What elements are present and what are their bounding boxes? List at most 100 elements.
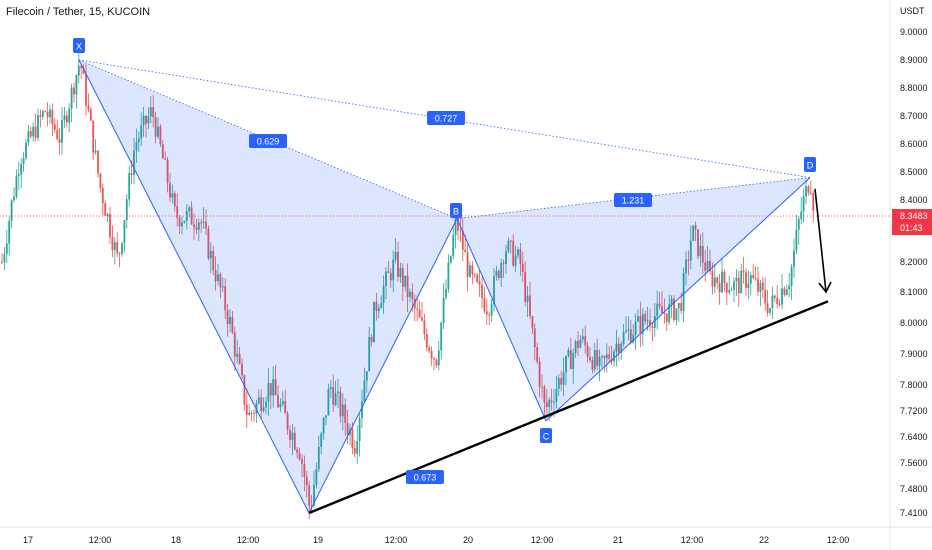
time-tick-label: 12:00	[237, 535, 260, 545]
candle-body	[358, 417, 361, 442]
candle-body	[483, 297, 486, 312]
time-tick-label: 12:00	[89, 535, 112, 545]
projection-arrow[interactable]	[814, 188, 827, 293]
price-tick-label: 8.5000	[900, 167, 928, 177]
candle-body	[409, 291, 411, 297]
ratio-label-trend[interactable]: 0.673	[406, 470, 444, 484]
candle-body	[459, 230, 462, 232]
candle-body	[639, 316, 642, 334]
candle-body	[32, 126, 35, 137]
candle-body	[353, 448, 356, 454]
candle-body	[365, 371, 368, 381]
candle-body	[466, 252, 469, 277]
pattern-leg[interactable]	[545, 177, 811, 422]
candle-body	[166, 159, 169, 184]
candle-body	[452, 235, 455, 257]
candle-body	[807, 186, 810, 193]
point-label-d[interactable]: D	[804, 157, 816, 172]
candle-body	[584, 336, 587, 346]
candle-body	[253, 413, 255, 415]
candle-body	[75, 75, 78, 95]
pattern-leg[interactable]	[308, 218, 458, 514]
candle-body	[104, 203, 107, 216]
candle-body	[29, 131, 32, 137]
point-label-c[interactable]: C	[540, 428, 552, 443]
point-label-b[interactable]: B	[450, 203, 462, 218]
candle-body	[140, 125, 143, 139]
candle-body	[8, 220, 11, 244]
harmonic-pattern[interactable]	[78, 59, 811, 514]
candle-body	[766, 303, 769, 313]
candle-body	[49, 109, 51, 118]
pattern-triangle-bcd	[457, 177, 810, 421]
candle-body	[97, 150, 99, 174]
chart-title: Filecoin / Tether, 15, KUCOIN	[6, 6, 151, 18]
candle-body	[733, 281, 735, 290]
candle-body	[411, 291, 414, 300]
price-tick-label: 8.8000	[900, 83, 928, 93]
price-tick-label: 7.4100	[900, 508, 928, 518]
candle-body	[519, 249, 522, 265]
candle-body	[620, 343, 623, 353]
candle-body	[447, 262, 450, 289]
candle-body	[293, 432, 296, 450]
price-tick-label: 8.9000	[900, 55, 928, 65]
candle-body	[377, 308, 380, 312]
ratio-label-xb[interactable]: 0.629	[249, 134, 287, 148]
candle-body	[205, 221, 207, 229]
candle-body	[5, 243, 8, 254]
candle-body	[159, 126, 162, 145]
candle-body	[178, 217, 181, 227]
current-price-tag[interactable]	[892, 209, 932, 236]
pattern-leg[interactable]	[78, 59, 310, 514]
candle-body	[202, 221, 205, 224]
ratio-label-xd-text: 0.727	[435, 114, 458, 124]
candle-body	[531, 316, 534, 329]
point-label-x[interactable]: X	[73, 38, 85, 53]
candle-body	[154, 117, 157, 137]
candle-body	[329, 386, 332, 390]
candle-body	[603, 356, 606, 359]
candle-body	[541, 386, 543, 388]
candle-body	[53, 124, 56, 130]
candle-body	[529, 295, 531, 317]
candle-body	[404, 275, 407, 287]
ratio-label-xb-text: 0.629	[257, 137, 280, 147]
candle-body	[473, 274, 476, 276]
time-axis[interactable]: 17 12:00 18 12:00 19 12:00 20 12:00 21 12:00 22 12:…	[23, 535, 849, 545]
price-axis[interactable]: 9.0000 8.9000 8.8000 8.7000 8.6000 8.5000 8.40…	[892, 27, 932, 518]
candle-body	[601, 356, 603, 358]
candle-body	[418, 309, 421, 318]
candle-body	[464, 249, 467, 253]
candle-body	[224, 286, 227, 311]
candle-body	[164, 158, 167, 160]
candle-body	[437, 350, 440, 366]
support-trendline[interactable]	[308, 300, 829, 515]
pattern-leg[interactable]	[456, 218, 547, 421]
candle-body	[238, 353, 241, 364]
candle-body	[317, 446, 320, 470]
candle-body	[389, 272, 392, 281]
candle-body	[718, 282, 721, 293]
candle-body	[406, 275, 409, 297]
candle-body	[661, 306, 663, 313]
point-label-b-bg	[450, 203, 462, 218]
candle-body	[207, 228, 210, 259]
candle-body	[92, 120, 95, 153]
ratio-label-bd[interactable]: 1.231	[614, 193, 652, 207]
candle-body	[217, 274, 219, 282]
candle-body	[27, 131, 30, 143]
candle-body	[565, 356, 567, 373]
candle-body	[125, 199, 128, 221]
candle-body	[332, 386, 335, 406]
candle-body	[757, 278, 759, 292]
candle-body	[298, 453, 301, 460]
candle-body	[745, 272, 747, 288]
candle-body	[663, 312, 666, 314]
candle-body	[99, 173, 102, 188]
overlay-layer[interactable]: 0.629 0.727 1.231 0.673 X B C D	[0, 38, 890, 515]
ratio-label-xb-bg	[249, 134, 287, 148]
ratio-label-xd[interactable]: 0.727	[427, 111, 465, 125]
candle-body	[433, 358, 435, 360]
